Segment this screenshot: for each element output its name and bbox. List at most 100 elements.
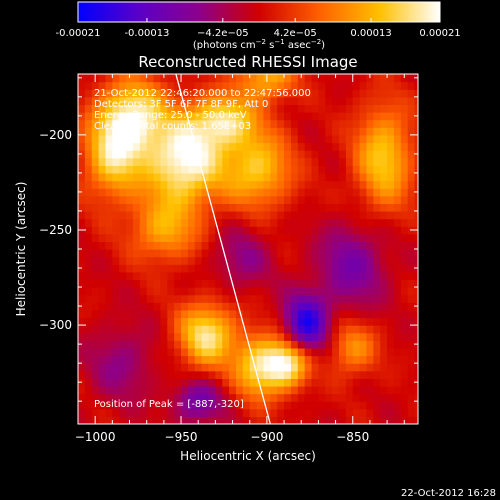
heatmap-cell (263, 325, 271, 334)
heatmap-cell (393, 302, 402, 311)
heatmap-cell (318, 347, 326, 357)
heatmap-cell (78, 408, 86, 417)
y-tick-label: −250 (39, 223, 72, 237)
heatmap-cell (290, 302, 299, 311)
heatmap-cell (187, 309, 196, 319)
heatmap-cell (112, 256, 120, 265)
heatmap-cell (242, 271, 251, 281)
heatmap-cell (366, 370, 374, 379)
heatmap-cell (380, 157, 388, 166)
heatmap-cell (235, 385, 244, 395)
heatmap-cell (290, 294, 299, 303)
heatmap-cell (339, 408, 347, 417)
heatmap-cell (249, 378, 258, 387)
heatmap-cell (139, 347, 148, 357)
heatmap-cell (235, 104, 244, 113)
heatmap-cell (112, 142, 120, 151)
heatmap-cell (352, 279, 361, 288)
heatmap-cell (366, 241, 374, 250)
heatmap-cell (181, 119, 189, 128)
heatmap-cell (167, 157, 175, 166)
heatmap-cell (222, 142, 230, 151)
heatmap-cell (380, 378, 388, 387)
heatmap-cell (318, 165, 326, 174)
heatmap-cell (235, 188, 244, 197)
heatmap-cell (146, 134, 155, 144)
heatmap-cell (256, 378, 265, 387)
heatmap-cell (160, 172, 168, 182)
heatmap-cell (105, 249, 113, 258)
heatmap-cell (414, 165, 418, 174)
heatmap-cell (256, 165, 265, 174)
heatmap-cell (229, 218, 237, 227)
heatmap-cell (290, 287, 299, 296)
heatmap-cell (229, 325, 237, 334)
heatmap-cell (284, 112, 292, 121)
heatmap-cell (373, 271, 381, 281)
heatmap-cell (263, 203, 271, 212)
heatmap-cell (359, 165, 368, 174)
heatmap-cell (311, 119, 320, 128)
heatmap-cell (352, 127, 361, 136)
heatmap-cell (263, 89, 271, 98)
heatmap-cell (229, 89, 237, 98)
heatmap-cell (339, 104, 347, 113)
heatmap-cell (126, 249, 134, 258)
heatmap-cell (153, 172, 162, 182)
heatmap-cell (393, 165, 402, 174)
heatmap-cell (325, 89, 333, 98)
heatmap-cell (201, 347, 210, 357)
heatmap-cell (325, 317, 333, 326)
heatmap-cell (222, 370, 230, 379)
heatmap-cell (352, 226, 361, 235)
heatmap-cell (229, 165, 237, 174)
heatmap-cell (105, 370, 113, 379)
heatmap-cell (359, 74, 368, 83)
heatmap-cell (181, 363, 189, 372)
heatmap-cell (112, 264, 120, 273)
heatmap-cell (242, 180, 251, 189)
heatmap-cell (270, 264, 278, 273)
heatmap-cell (332, 157, 340, 166)
heatmap-cell (414, 119, 418, 128)
heatmap-cell (270, 104, 278, 113)
heatmap-cell (332, 96, 340, 106)
heatmap-cell (366, 127, 374, 136)
heatmap-cell (146, 218, 155, 227)
heatmap-cell (359, 218, 368, 227)
heatmap-cell (181, 325, 189, 334)
heatmap-cell (284, 104, 292, 113)
heatmap-cell (181, 340, 189, 349)
heatmap-cell (393, 385, 402, 395)
heatmap-cell (373, 355, 381, 364)
heatmap-cell (215, 249, 223, 258)
heatmap-cell (167, 96, 175, 106)
heatmap-cell (366, 180, 374, 189)
heatmap-cell (318, 279, 326, 288)
heatmap-cell (393, 294, 402, 303)
heatmap-cell (215, 294, 223, 303)
heatmap-cell (339, 385, 347, 395)
heatmap-cell (181, 302, 189, 311)
heatmap-cell (393, 378, 402, 387)
heatmap-cell (325, 416, 333, 424)
heatmap-cell (215, 325, 223, 334)
heatmap-cell (132, 408, 141, 417)
heatmap-cell (284, 249, 292, 258)
heatmap-cell (229, 302, 237, 311)
heatmap-cell (208, 96, 216, 106)
heatmap-cell (98, 302, 107, 311)
heatmap-cell (98, 340, 107, 349)
heatmap-cell (373, 74, 381, 83)
heatmap-cell (407, 340, 416, 349)
heatmap-cell (345, 256, 354, 265)
heatmap-cell (181, 385, 189, 395)
heatmap-cell (325, 370, 333, 379)
heatmap-cell (229, 332, 237, 341)
heatmap-cell (249, 134, 258, 144)
heatmap-cell (311, 370, 320, 379)
heatmap-cell (160, 325, 168, 334)
heatmap-cell (105, 241, 113, 250)
heatmap-cell (407, 401, 416, 410)
heatmap-cell (181, 195, 189, 204)
